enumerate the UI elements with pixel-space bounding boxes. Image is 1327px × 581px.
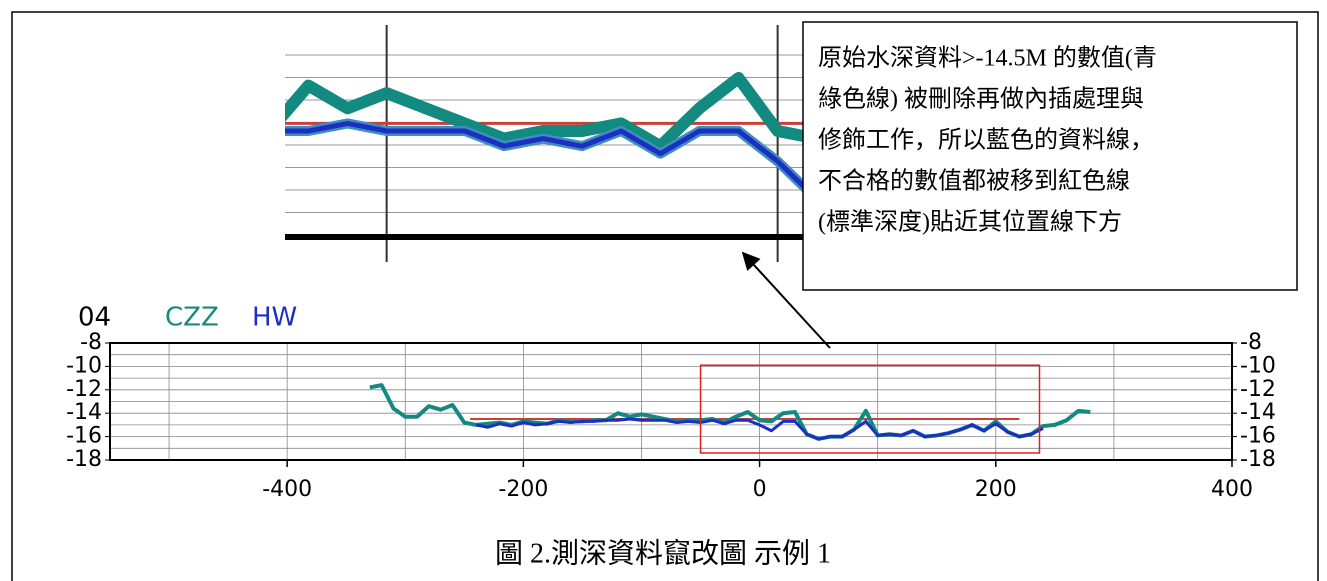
- annotation-line: 修飾工作，所以藍色的資料線，: [818, 127, 1154, 154]
- highlight-box: [699, 364, 1041, 454]
- series-line: [285, 72, 805, 153]
- annotation-line: 綠色線) 被刪除再做內插處理與: [818, 86, 1144, 113]
- x-tick-label: -400: [262, 477, 312, 502]
- caption: 圖 2.測深資料竄改圖 示例 1: [495, 537, 831, 569]
- zoom-inset: [285, 25, 805, 262]
- x-tick-label: 400: [1211, 477, 1253, 502]
- chart-title: 04: [78, 303, 111, 333]
- annotation-line: 原始水深資料>-14.5M 的數值(青: [818, 45, 1157, 72]
- series-line: [285, 120, 805, 192]
- arrow: [741, 251, 831, 349]
- y2-tick-label: -16: [1240, 424, 1276, 449]
- legend-entry: CZZ: [165, 303, 219, 333]
- y-tick-label: -10: [66, 353, 102, 378]
- y-tick-label: -16: [66, 424, 102, 449]
- annotation-line: 不合格的數值都被移到紅色線: [818, 168, 1130, 195]
- zoom-plot: [285, 72, 805, 195]
- y2-tick-label: -8: [1240, 330, 1262, 355]
- main-chart: -8 -8-10 -10-12 -12-14 -14-16 -16-18 -18-400 -2…: [66, 303, 1276, 503]
- y-tick-label: -8: [80, 330, 102, 355]
- x-tick-label: 0: [753, 477, 767, 502]
- plot-frame: [109, 342, 1233, 461]
- figure-frame: [11, 11, 1319, 581]
- y2-tick-label: -18: [1240, 447, 1276, 472]
- y-tick-label: -14: [66, 400, 102, 425]
- annotation-box: [802, 21, 1298, 291]
- y2-tick-label: -14: [1240, 400, 1276, 425]
- y-tick-label: -18: [66, 447, 102, 472]
- y2-tick-label: -12: [1240, 377, 1276, 402]
- annotation-line: (標準深度)貼近其位置線下方: [818, 209, 1122, 236]
- legend-entry: HW: [252, 303, 297, 333]
- y-tick-label: -12: [66, 377, 102, 402]
- series-line: [475, 417, 1044, 441]
- y2-tick-label: -10: [1240, 353, 1276, 378]
- x-tick-label: -200: [498, 477, 548, 502]
- x-tick-label: 200: [975, 477, 1017, 502]
